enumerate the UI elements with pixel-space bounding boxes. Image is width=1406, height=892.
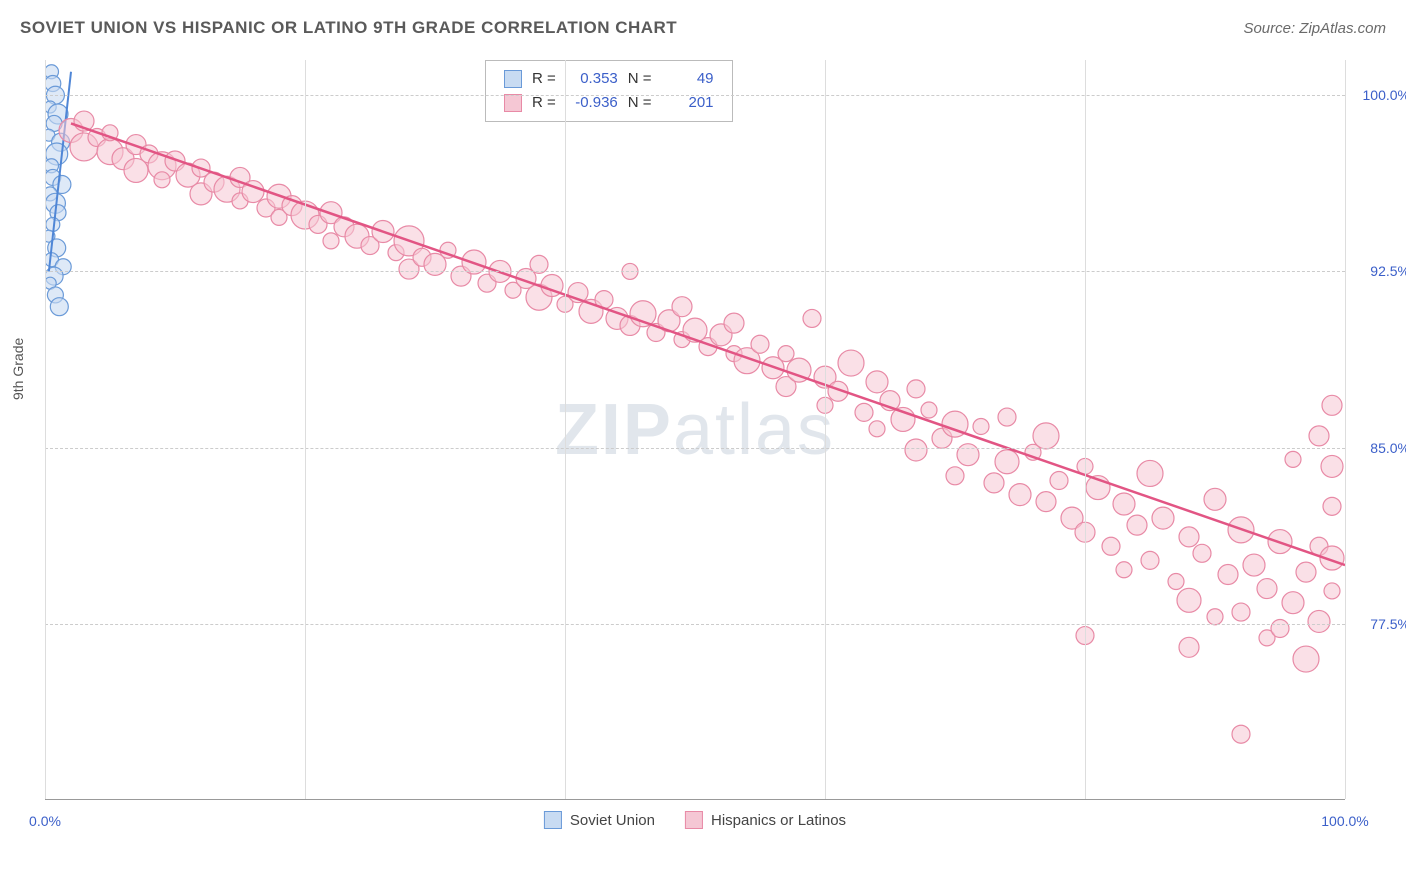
data-point-hispanic — [838, 350, 864, 376]
data-point-hispanic — [1193, 544, 1211, 562]
data-point-hispanic — [1324, 583, 1340, 599]
gridline-v — [305, 60, 306, 799]
source-attribution: Source: ZipAtlas.com — [1243, 20, 1386, 37]
data-point-hispanic — [1271, 620, 1289, 638]
data-point-hispanic — [1033, 423, 1059, 449]
n-label: N = — [628, 67, 652, 91]
data-point-hispanic — [1179, 637, 1199, 657]
data-point-hispanic — [154, 172, 170, 188]
stats-row-soviet: R = 0.353 N = 49 — [504, 67, 714, 91]
swatch-hispanic — [504, 94, 522, 112]
data-point-hispanic — [1232, 603, 1250, 621]
gridline-h — [45, 271, 1345, 272]
correlation-stats-box: R = 0.353 N = 49 R = -0.936 N = 201 — [485, 60, 733, 122]
data-point-hispanic — [866, 371, 888, 393]
swatch-soviet — [504, 70, 522, 88]
data-point-hispanic — [1308, 610, 1330, 632]
gridline-h — [45, 448, 1345, 449]
data-point-hispanic — [724, 313, 744, 333]
legend-item-hispanic: Hispanics or Latinos — [685, 811, 846, 829]
legend-label-hispanic: Hispanics or Latinos — [711, 812, 846, 829]
data-point-hispanic — [1137, 460, 1163, 486]
data-point-hispanic — [995, 450, 1019, 474]
data-point-hispanic — [1177, 588, 1201, 612]
data-point-hispanic — [672, 297, 692, 317]
data-point-hispanic — [1257, 579, 1277, 599]
data-point-hispanic — [1232, 725, 1250, 743]
data-point-soviet — [50, 298, 68, 316]
r-label: R = — [532, 67, 556, 91]
data-point-hispanic — [984, 473, 1004, 493]
gridline-v — [45, 60, 46, 799]
data-point-hispanic — [1152, 507, 1174, 529]
gridline-v — [1085, 60, 1086, 799]
chart-title: SOVIET UNION VS HISPANIC OR LATINO 9TH G… — [20, 18, 677, 38]
gridline-v — [1345, 60, 1346, 799]
legend-swatch-hispanic — [685, 811, 703, 829]
bottom-legend: Soviet Union Hispanics or Latinos — [544, 811, 846, 829]
data-point-hispanic — [1296, 562, 1316, 582]
y-tick-label: 100.0% — [1350, 87, 1406, 103]
data-point-hispanic — [1141, 551, 1159, 569]
x-tick-label: 0.0% — [29, 813, 61, 829]
data-point-hispanic — [803, 309, 821, 327]
data-point-hispanic — [1322, 395, 1342, 415]
data-point-hispanic — [1116, 562, 1132, 578]
y-tick-label: 92.5% — [1350, 263, 1406, 279]
data-point-hispanic — [1168, 574, 1184, 590]
data-point-hispanic — [1009, 484, 1031, 506]
data-point-hispanic — [1293, 646, 1319, 672]
data-point-hispanic — [973, 418, 989, 434]
data-point-hispanic — [1321, 455, 1343, 477]
data-point-hispanic — [1113, 493, 1135, 515]
data-point-hispanic — [905, 439, 927, 461]
y-tick-label: 85.0% — [1350, 440, 1406, 456]
data-point-hispanic — [323, 233, 339, 249]
data-point-hispanic — [1127, 515, 1147, 535]
header: SOVIET UNION VS HISPANIC OR LATINO 9TH G… — [20, 18, 1386, 38]
legend-item-soviet: Soviet Union — [544, 811, 655, 829]
plot-area: ZIPatlas R = 0.353 N = 49 R = -0.936 N =… — [45, 60, 1345, 800]
y-tick-label: 77.5% — [1350, 616, 1406, 632]
data-point-hispanic — [1050, 472, 1068, 490]
data-point-hispanic — [1179, 527, 1199, 547]
data-point-hispanic — [1036, 492, 1056, 512]
scatter-svg — [45, 60, 1345, 800]
data-point-hispanic — [921, 402, 937, 418]
data-point-hispanic — [1102, 537, 1120, 555]
data-point-hispanic — [1218, 564, 1238, 584]
data-point-hispanic — [998, 408, 1016, 426]
trend-line-hispanic — [71, 123, 1345, 565]
data-point-hispanic — [1243, 554, 1265, 576]
gridline-h — [45, 95, 1345, 96]
data-point-hispanic — [1207, 609, 1223, 625]
data-point-hispanic — [1204, 488, 1226, 510]
data-point-hispanic — [778, 346, 794, 362]
data-point-hispanic — [946, 467, 964, 485]
x-tick-label: 100.0% — [1321, 813, 1368, 829]
gridline-v — [825, 60, 826, 799]
gridline-v — [565, 60, 566, 799]
chart-container: SOVIET UNION VS HISPANIC OR LATINO 9TH G… — [0, 0, 1406, 892]
data-point-hispanic — [1323, 497, 1341, 515]
data-point-hispanic — [869, 421, 885, 437]
data-point-hispanic — [907, 380, 925, 398]
data-point-hispanic — [855, 403, 873, 421]
data-point-hispanic — [1282, 592, 1304, 614]
r-value-soviet: 0.353 — [566, 67, 618, 91]
y-axis-label: 9th Grade — [10, 338, 26, 400]
gridline-h — [45, 624, 1345, 625]
legend-label-soviet: Soviet Union — [570, 812, 655, 829]
n-value-soviet: 49 — [662, 67, 714, 91]
data-point-hispanic — [1309, 426, 1329, 446]
legend-swatch-soviet — [544, 811, 562, 829]
data-point-hispanic — [1285, 451, 1301, 467]
data-point-hispanic — [751, 335, 769, 353]
